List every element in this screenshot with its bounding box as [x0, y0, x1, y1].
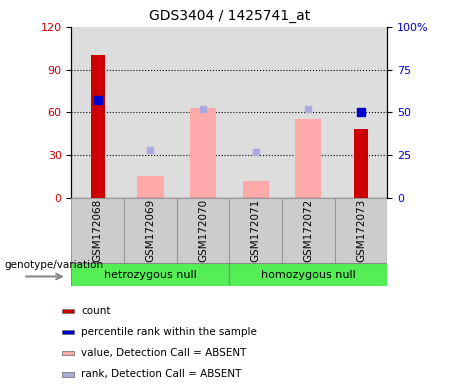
- Bar: [335, 198, 387, 263]
- Bar: [71, 198, 124, 263]
- Bar: [295, 119, 321, 198]
- Bar: [62, 309, 74, 313]
- Text: GSM172069: GSM172069: [145, 199, 155, 262]
- Bar: [62, 330, 74, 334]
- Bar: [282, 198, 335, 263]
- Text: rank, Detection Call = ABSENT: rank, Detection Call = ABSENT: [81, 369, 242, 379]
- Bar: [62, 351, 74, 356]
- Bar: [230, 263, 387, 286]
- Text: GSM172072: GSM172072: [303, 199, 313, 262]
- Bar: [137, 176, 164, 198]
- Text: genotype/variation: genotype/variation: [5, 260, 104, 270]
- Text: count: count: [81, 306, 111, 316]
- Bar: [124, 198, 177, 263]
- Title: GDS3404 / 1425741_at: GDS3404 / 1425741_at: [149, 9, 310, 23]
- Bar: [230, 198, 282, 263]
- Text: homozygous null: homozygous null: [261, 270, 356, 280]
- Text: GSM172070: GSM172070: [198, 199, 208, 262]
- Text: percentile rank within the sample: percentile rank within the sample: [81, 327, 257, 337]
- Text: GSM172071: GSM172071: [251, 199, 260, 262]
- Text: hetrozygous null: hetrozygous null: [104, 270, 197, 280]
- Bar: [90, 55, 105, 198]
- Bar: [242, 181, 269, 198]
- Text: value, Detection Call = ABSENT: value, Detection Call = ABSENT: [81, 348, 247, 358]
- Bar: [62, 372, 74, 377]
- Bar: [71, 263, 230, 286]
- Bar: [177, 198, 229, 263]
- Bar: [354, 129, 368, 198]
- Text: GSM172073: GSM172073: [356, 199, 366, 262]
- Bar: [190, 108, 216, 198]
- Text: GSM172068: GSM172068: [93, 199, 103, 262]
